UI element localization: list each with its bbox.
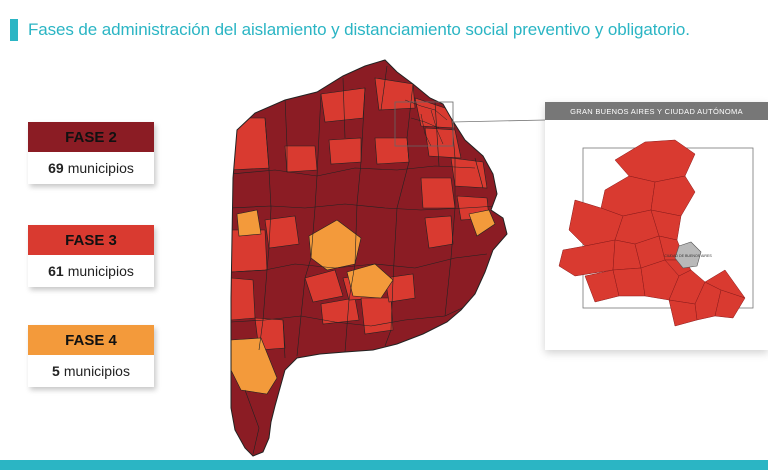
bottom-accent-band xyxy=(0,460,768,470)
legend-label: FASE 4 xyxy=(65,331,117,349)
gba-inset: GRAN BUENOS AIRES Y CIUDAD AUTÓNOMA CIUD xyxy=(545,102,768,350)
legend-label: FASE 3 xyxy=(65,231,117,249)
header-accent-bar xyxy=(10,19,18,41)
legend-swatch-fase-3: FASE 3 xyxy=(28,225,154,255)
gba-partidos xyxy=(558,139,746,327)
inset-title: GRAN BUENOS AIRES Y CIUDAD AUTÓNOMA xyxy=(545,102,768,120)
legend-item-fase-2: FASE 2 69 municipios xyxy=(28,122,154,184)
legend-count: 61 xyxy=(48,263,64,279)
legend-count-row: 61 municipios xyxy=(28,255,154,287)
legend-label: FASE 2 xyxy=(65,128,117,146)
province-map xyxy=(230,59,508,457)
caba-label: CIUDAD DE BUENOS AIRES xyxy=(664,254,712,258)
legend-count: 69 xyxy=(48,160,64,176)
legend-count: 5 xyxy=(52,363,60,379)
legend-swatch-fase-4: FASE 4 xyxy=(28,325,154,355)
caba-region xyxy=(674,241,702,269)
legend-unit: municipios xyxy=(67,160,134,176)
gba-detail-lines xyxy=(404,99,448,147)
legend-item-fase-3: FASE 3 61 municipios xyxy=(28,225,154,287)
callout-connector xyxy=(451,119,547,123)
legend-item-fase-4: FASE 4 5 municipios xyxy=(28,325,154,387)
legend-unit: municipios xyxy=(67,263,134,279)
page-title: Fases de administración del aislamiento … xyxy=(28,20,690,39)
legend-count-row: 69 municipios xyxy=(28,152,154,184)
gba-inset-map: CIUDAD DE BUENOS AIRES xyxy=(558,139,754,327)
province-outline xyxy=(230,59,508,457)
legend-count-row: 5 municipios xyxy=(28,355,154,387)
legend-swatch-fase-2: FASE 2 xyxy=(28,122,154,152)
gba-highlight-box xyxy=(394,101,454,147)
legend-unit: municipios xyxy=(63,363,130,379)
page-header: Fases de administración del aislamiento … xyxy=(10,18,690,42)
